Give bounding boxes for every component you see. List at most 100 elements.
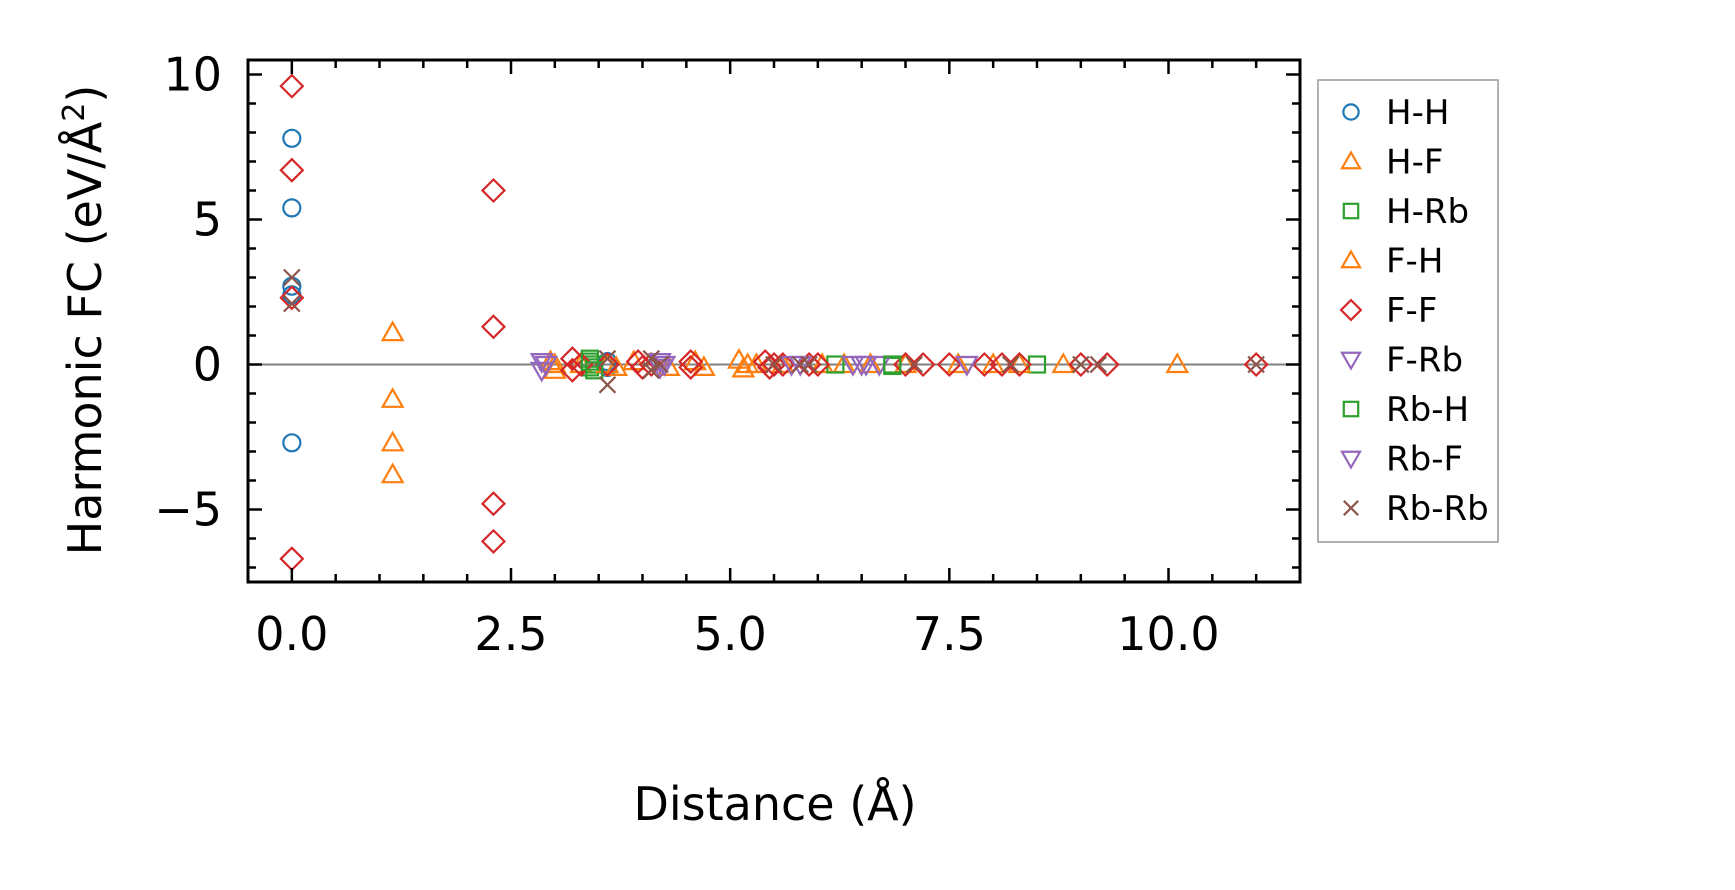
data-point — [892, 351, 919, 378]
data-point — [883, 355, 902, 374]
data-point — [559, 357, 585, 383]
data-point — [946, 352, 970, 374]
legend-label-h-f: H-F — [1386, 143, 1443, 183]
legend-marker-rb-h — [1342, 400, 1360, 418]
data-point — [279, 546, 305, 572]
data-point — [1089, 355, 1108, 374]
data-point — [642, 361, 661, 380]
legend-label-h-rb: H-Rb — [1386, 192, 1469, 232]
data-point — [936, 351, 962, 378]
x-tick-label: 7.5 — [913, 607, 986, 661]
data-point — [594, 351, 620, 378]
y-axis-title: Harmonic FC (eV/Å2) — [57, 85, 113, 556]
x-tick-label: 10.0 — [1117, 607, 1219, 661]
data-point — [480, 491, 507, 517]
data-point — [905, 355, 924, 374]
data-point — [1068, 351, 1094, 378]
data-point — [770, 351, 796, 378]
data-point — [796, 351, 822, 378]
data-point — [604, 355, 629, 376]
plot-frame — [246, 58, 1302, 584]
data-point — [791, 355, 810, 374]
data-point — [765, 355, 783, 374]
data-point — [282, 433, 302, 453]
data-point — [380, 462, 405, 484]
data-point — [629, 354, 656, 380]
data-point — [598, 349, 617, 368]
legend-marker-f-f — [1339, 298, 1363, 322]
data-point — [380, 430, 405, 452]
legend-marker-h-rb — [1342, 202, 1360, 220]
data-point — [691, 355, 716, 376]
series-rb-rb — [283, 268, 1265, 394]
data-point — [1072, 355, 1090, 374]
data-point — [805, 351, 831, 378]
data-point — [282, 128, 302, 148]
data-point — [735, 352, 760, 374]
legend-label-rb-f: Rb-F — [1386, 440, 1463, 480]
series-rb-h — [580, 352, 902, 380]
data-point — [279, 285, 305, 311]
data-point — [800, 355, 818, 374]
x-axis-title: Distance (Å) — [633, 777, 916, 831]
data-point — [651, 355, 669, 374]
data-point — [480, 314, 507, 340]
data-point — [954, 355, 979, 377]
series-h-f — [380, 320, 1190, 484]
data-point — [981, 352, 1006, 374]
y-tick-label: 10 — [163, 48, 222, 102]
legend-label-f-h: F-H — [1386, 242, 1443, 282]
data-point — [568, 351, 594, 378]
legend-marker-h-h — [1342, 103, 1360, 121]
data-point — [971, 351, 997, 378]
legend-label-f-rb: F-Rb — [1386, 341, 1463, 381]
data-point — [1051, 352, 1076, 374]
y-tick-label: −5 — [154, 483, 222, 537]
legend-label-rb-h: Rb-H — [1386, 390, 1469, 430]
data-point — [279, 157, 305, 183]
data-point — [598, 376, 617, 394]
data-point — [380, 320, 405, 342]
series-f-f — [279, 73, 1269, 572]
data-point — [1247, 355, 1265, 374]
data-point — [678, 349, 704, 375]
data-point — [1243, 351, 1269, 378]
data-point — [1165, 352, 1190, 374]
data-point — [910, 351, 936, 378]
axes: 0.0 2.5 5.0 7.5 10.0 −5 0 5 10 — [154, 48, 1302, 661]
data-point — [761, 351, 787, 378]
y-axis-title-main: Harmonic FC (eV/Å — [58, 121, 112, 555]
legend-marker-h-f — [1340, 150, 1362, 170]
x-tick-label: 0.0 — [255, 607, 328, 661]
y-tick-label: 0 — [193, 338, 222, 392]
series-h-h — [282, 128, 618, 453]
data-point — [480, 528, 507, 554]
data-point — [989, 351, 1015, 378]
data-point — [480, 177, 507, 204]
legend-marker-rb-rb — [1343, 500, 1359, 516]
data-point — [380, 387, 405, 408]
y-tick-label: 5 — [193, 193, 222, 247]
data-point — [282, 198, 302, 218]
legend-marker-f-h — [1340, 249, 1362, 269]
legend-marker-rb-f — [1340, 450, 1362, 470]
x-tick-label: 2.5 — [474, 607, 547, 661]
data-point — [283, 294, 301, 313]
data-point — [283, 268, 301, 287]
data-point — [1006, 351, 1033, 378]
data-point — [678, 354, 704, 380]
legend: H-H H-F H-Rb F-H F-F F-Rb Rb-H Rb-F Rb-Rb — [1317, 79, 1499, 543]
plot-area — [248, 73, 1300, 572]
legend-label-f-f: F-F — [1386, 291, 1437, 331]
y-axis-title-end: ) — [58, 85, 112, 103]
data-point — [279, 73, 305, 99]
data-point — [534, 355, 558, 377]
legend-label-rb-rb: Rb-Rb — [1386, 489, 1489, 529]
data-point — [1001, 355, 1020, 374]
data-point — [849, 355, 874, 377]
data-point — [1094, 351, 1120, 378]
data-point — [858, 352, 883, 374]
data-point — [585, 361, 604, 380]
x-tick-label: 5.0 — [694, 607, 767, 661]
